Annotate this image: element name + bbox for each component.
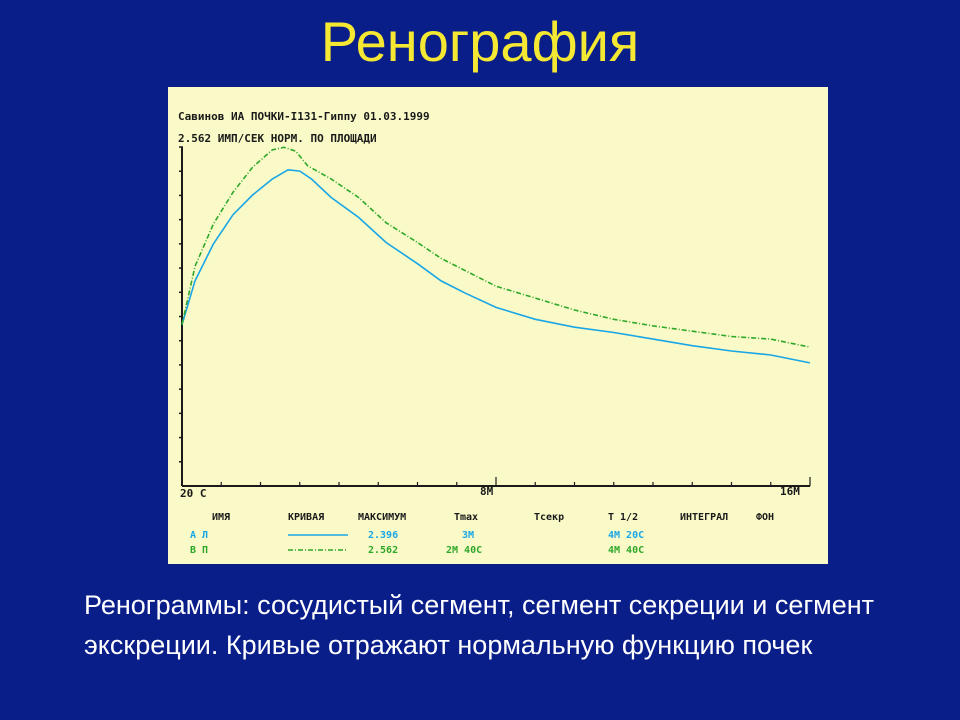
legend-header-maximum: МАКСИМУМ	[358, 512, 406, 523]
legend-header-tmax: Tmax	[454, 512, 478, 523]
x-axis-ticks	[181, 477, 811, 486]
legend-header-tsekr: Тсекр	[534, 512, 564, 523]
chart-header-line1: Савинов ИА ПОЧКИ-I131-Гиппу 01.03.1999	[178, 110, 430, 123]
y-axis-ticks	[179, 146, 183, 463]
legend-header-curve: КРИВАЯ	[288, 512, 324, 523]
chart-header-line2: 2.562 ИМП/СЕК НОРМ. ПО ПЛОЩАДИ	[178, 132, 377, 145]
legend-row-right-maximum: 2.562	[368, 545, 398, 556]
legend-header-name: ИМЯ	[212, 512, 230, 523]
curve-right-kidney	[181, 146, 811, 348]
legend-header-t-half: Т 1/2	[608, 512, 638, 523]
legend-header-background: ФОН	[756, 512, 774, 523]
x-end-label: 16М	[780, 485, 800, 498]
legend-row-right-tmax: 2М 40С	[446, 545, 482, 556]
renogram-panel: Савинов ИА ПОЧКИ-I131-Гиппу 01.03.1999 2…	[168, 87, 828, 564]
legend-row-left-name: А Л	[190, 530, 208, 541]
renogram-chart: Савинов ИА ПОЧКИ-I131-Гиппу 01.03.1999 2…	[178, 110, 811, 556]
x-start-label: 20 С	[180, 487, 207, 500]
legend-row-left-tmax: 3М	[462, 530, 474, 541]
legend-header-integral: ИНТЕГРАЛ	[680, 512, 728, 523]
legend-row-right-t-half: 4М 40С	[608, 545, 644, 556]
x-mid-label: 8М	[480, 485, 494, 498]
slide-caption: Ренограммы: сосудистый сегмент, сегмент …	[84, 590, 875, 660]
legend-row-right-name: В П	[190, 545, 208, 556]
legend-row-left-maximum: 2.396	[368, 530, 398, 541]
curve-left-kidney	[181, 168, 811, 364]
legend-row-left-t-half: 4М 20С	[608, 530, 644, 541]
slide-title: Ренография	[320, 10, 640, 73]
